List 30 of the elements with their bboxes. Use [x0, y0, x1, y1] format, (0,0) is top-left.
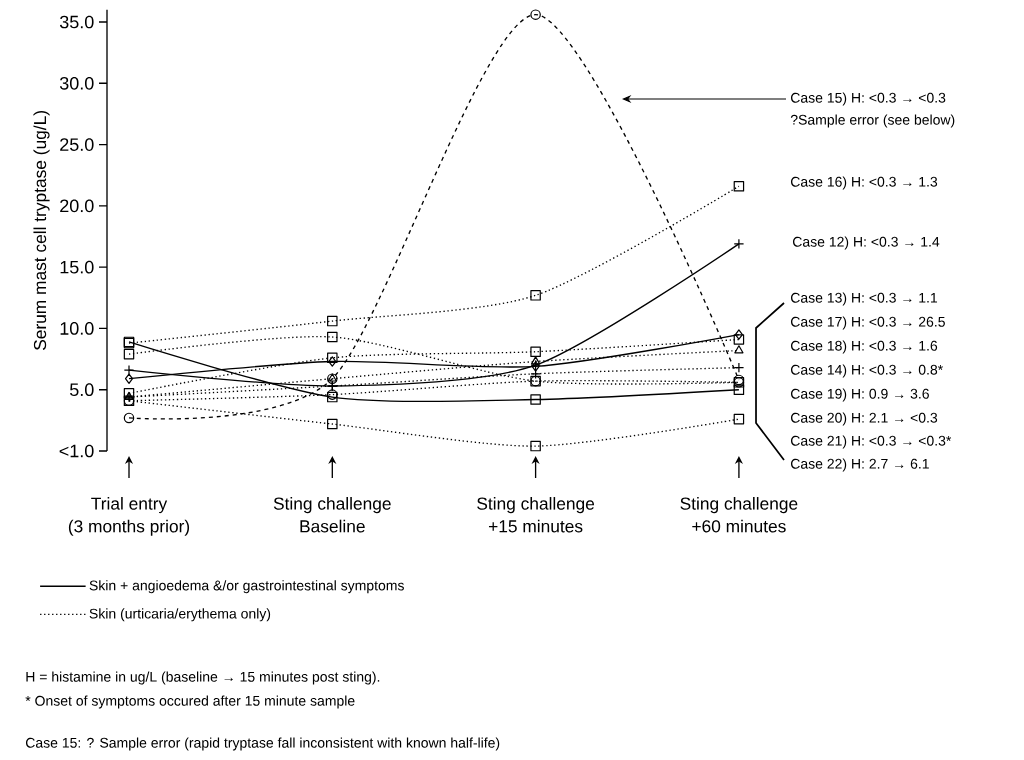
annotation: Case 20) H: 2.1 → <0.3 [790, 412, 938, 426]
x-tick-label: Sting challenge +15 minutes [477, 497, 595, 533]
text: Case 22) H: 2.7 → 6.1 [790, 458, 929, 472]
annotation: ?Sample error (see below) [790, 114, 955, 128]
annotation: Case 15) H: <0.3 → <0.3 [790, 92, 946, 106]
x-tick-label: Trial entry (3 months prior) [68, 497, 190, 536]
annotation: Case 21) H: <0.3 → <0.3* [790, 435, 952, 449]
annotation: Case 17) H: <0.3 → 26.5 [790, 316, 945, 330]
annotation: Case 19) H: 0.9 → 3.6 [790, 388, 929, 402]
y-tick-label: 20.0 [60, 199, 94, 213]
legend-label: Skin (urticaria/erythema only) [89, 608, 271, 622]
legend-label: Skin + angioedema &/or gastrointestinal symptoms [89, 580, 404, 594]
y-axis-title: Serum mast cell tryptase (ug/L) [33, 111, 50, 350]
x-tick-label: Sting challenge Baseline [273, 497, 391, 533]
y-tick-label: 15.0 [60, 260, 94, 274]
y-tick-label: 10.0 [60, 322, 94, 335]
annotation: Case 12) H: <0.3 → 1.4 [792, 236, 940, 250]
y-tick-label: 30.0 [59, 76, 94, 90]
text: * Onset of symptoms occured after 15 minute sample [25, 695, 355, 709]
y-tick-label: 25.0 [60, 138, 94, 151]
y-tick-label: <1.0 [59, 444, 94, 458]
annotation: Case 16) H: <0.3 → 1.3 [790, 176, 938, 190]
annotation: Case 13) H: <0.3 → 1.1 [790, 292, 938, 306]
annotation: Case 14) H: <0.3 → 0.8* [790, 364, 943, 378]
x-tick-label: Sting challenge +60 minutes [680, 497, 798, 533]
text: H = histamine in ug/L (baseline → 15 minutes post sting). [26, 671, 380, 685]
annotation: Case 18) H: <0.3 → 1.6 [790, 340, 938, 354]
y-tick-label: 5.0 [69, 383, 94, 397]
y-tick-label: 35.0 [59, 15, 94, 29]
text: Case 15: ? Sample error (rapid tryptase fall inconsistent with known half-life) [25, 737, 500, 751]
